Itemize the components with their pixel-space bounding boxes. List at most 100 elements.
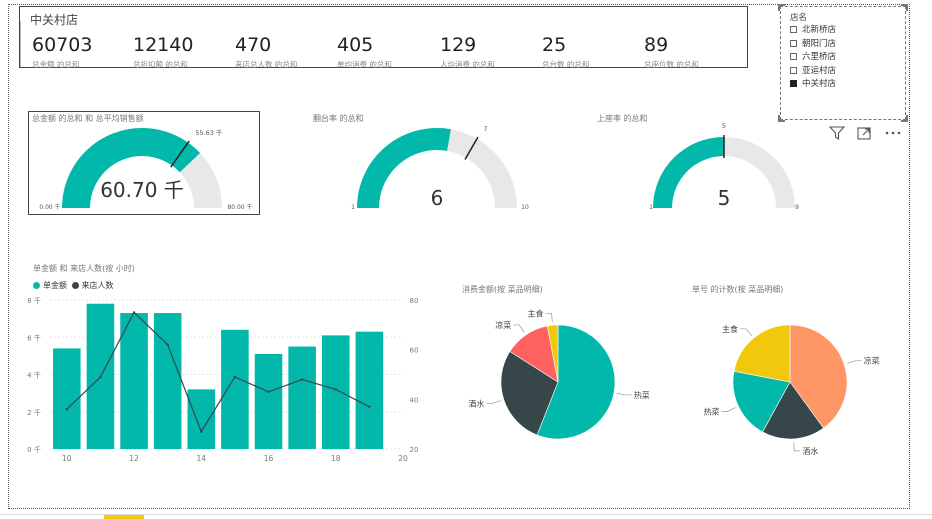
focus-mode-icon[interactable] <box>857 126 872 140</box>
y-left-tick-label: 0 千 <box>27 445 41 454</box>
line-point[interactable] <box>99 375 102 379</box>
y-left-tick-label: 4 千 <box>27 371 41 380</box>
kpi-label: 总台数 的总和 <box>542 60 590 69</box>
gauge-min-label: 1 <box>351 204 355 211</box>
bar[interactable] <box>321 335 350 449</box>
store-slicer[interactable]: 店名 北新桥店 朝阳门店 六里桥店 亚运村店 中关村店 <box>778 4 908 122</box>
kpi-label: 总折扣额 的总和 <box>133 60 188 69</box>
bar[interactable] <box>153 313 182 449</box>
kpi-card-accent <box>20 21 21 67</box>
pie-slice[interactable] <box>536 324 616 440</box>
kpi-label: 来店总人数 的总和 <box>235 60 298 69</box>
gauge-1-title: 总金额 的总和 和 总平均销售额 <box>32 114 144 123</box>
line-point[interactable] <box>132 311 136 314</box>
gauge-value-arc <box>62 128 201 208</box>
y-right-tick-label: 20 <box>410 446 419 454</box>
bar[interactable] <box>53 348 81 449</box>
gauge-value-arc <box>357 127 451 208</box>
gauge-max-label: 9 <box>795 204 799 211</box>
gauge-target-marker <box>464 136 479 160</box>
gauge-3[interactable]: 5 5 1 9 <box>649 122 799 211</box>
x-tick-label: 20 <box>398 454 408 463</box>
line-point[interactable] <box>233 375 237 379</box>
report-canvas <box>8 4 910 509</box>
legend-item-line[interactable]: 来店人数 <box>71 281 114 290</box>
bar[interactable] <box>120 313 148 449</box>
y-right-tick-label: 40 <box>410 396 419 404</box>
x-tick-label: 16 <box>264 454 274 463</box>
slicer-item[interactable]: 中关村店 <box>790 78 836 90</box>
line-point[interactable] <box>334 388 337 391</box>
bar[interactable] <box>288 346 316 449</box>
line-point[interactable] <box>200 430 203 433</box>
gauge-1-frame[interactable] <box>28 111 260 215</box>
y-right-tick-label: 60 <box>410 347 419 355</box>
pie-slice-label: 凉菜 <box>864 356 880 366</box>
resize-handle[interactable] <box>778 4 785 11</box>
kpi-card[interactable]: 中关村店 60703 总金额 的总和 12140 总折扣额 的总和 470 来店总人数 的… <box>19 6 748 69</box>
filter-icon[interactable] <box>829 126 845 140</box>
pie-slice[interactable] <box>733 324 791 383</box>
pie-slice-label: 酒水 <box>802 446 818 456</box>
slicer-item-label: 北新桥店 <box>802 25 837 35</box>
line-point[interactable] <box>300 378 304 381</box>
pie-slice-label: 主食 <box>722 324 738 334</box>
slicer-checkbox[interactable] <box>790 80 797 87</box>
kpi-card-title: 中关村店 <box>30 13 79 27</box>
slicer-checkbox[interactable] <box>790 26 797 33</box>
resize-handle[interactable] <box>901 115 908 122</box>
bar[interactable] <box>187 389 216 449</box>
slicer-item[interactable]: 亚运村店 <box>790 65 836 77</box>
slicer-item[interactable]: 六里桥店 <box>790 51 836 63</box>
combo-chart-title: 单金额 和 来店人数(按 小时) <box>33 264 135 273</box>
gauge-3-title: 上座率 的总和 <box>597 114 648 123</box>
kpi-value: 89 <box>644 34 669 56</box>
bar[interactable] <box>221 329 249 449</box>
line-point[interactable] <box>166 343 169 346</box>
y-left-tick-label: 2 千 <box>27 408 41 417</box>
bar[interactable] <box>254 354 283 449</box>
pie-leader-line <box>793 441 801 452</box>
pie-slice-label: 热菜 <box>704 406 720 416</box>
gauge-2[interactable]: 7 6 1 10 <box>351 125 529 211</box>
gauge-min-label: 1 <box>649 204 653 211</box>
slicer-checkbox[interactable] <box>790 39 797 47</box>
more-options-icon[interactable] <box>884 130 902 136</box>
pie-slice-label: 主食 <box>528 308 544 318</box>
pie-slice[interactable] <box>789 324 848 429</box>
resize-handle[interactable] <box>778 115 785 122</box>
pie-leader-line <box>616 392 632 396</box>
line-point[interactable] <box>267 390 270 394</box>
gauge-max-label: 10 <box>521 204 529 211</box>
series-line[interactable] <box>66 311 370 433</box>
bar[interactable] <box>355 331 384 449</box>
slicer-checkbox[interactable] <box>790 53 797 60</box>
slicer-checkbox[interactable] <box>790 66 797 74</box>
gauge-1[interactable]: 55.63 千 60.70 千 0.00 千 80.00 千 <box>39 128 253 211</box>
page-tab-active[interactable] <box>104 515 144 519</box>
slicer-item-label: 六里桥店 <box>802 52 837 62</box>
slicer-item[interactable]: 朝阳门店 <box>790 38 836 50</box>
pie-slice[interactable] <box>732 370 791 433</box>
page-tab-bar <box>0 514 932 515</box>
legend-item-bar[interactable]: 单金额 <box>33 281 67 290</box>
kpi-value: 470 <box>235 34 272 56</box>
x-tick-label: 10 <box>62 454 72 463</box>
kpi-value: 12140 <box>133 34 194 56</box>
line-point[interactable] <box>65 408 69 411</box>
pie-slice[interactable] <box>546 324 559 383</box>
kpi-label: 人均消费 的总和 <box>440 60 495 69</box>
slicer-item[interactable]: 北新桥店 <box>790 24 836 36</box>
kpi-value: 405 <box>337 34 374 56</box>
gauge-value-label: 6 <box>431 186 444 210</box>
kpi-label: 总座位数 的总和 <box>644 60 699 69</box>
pie-slice[interactable] <box>500 351 559 436</box>
line-point[interactable] <box>368 405 371 408</box>
kpi-value: 25 <box>542 34 567 56</box>
resize-handle[interactable] <box>901 4 908 11</box>
kpi-value: 129 <box>440 34 477 56</box>
y-right-tick-label: 80 <box>410 297 419 305</box>
pie-slice[interactable] <box>762 381 824 440</box>
